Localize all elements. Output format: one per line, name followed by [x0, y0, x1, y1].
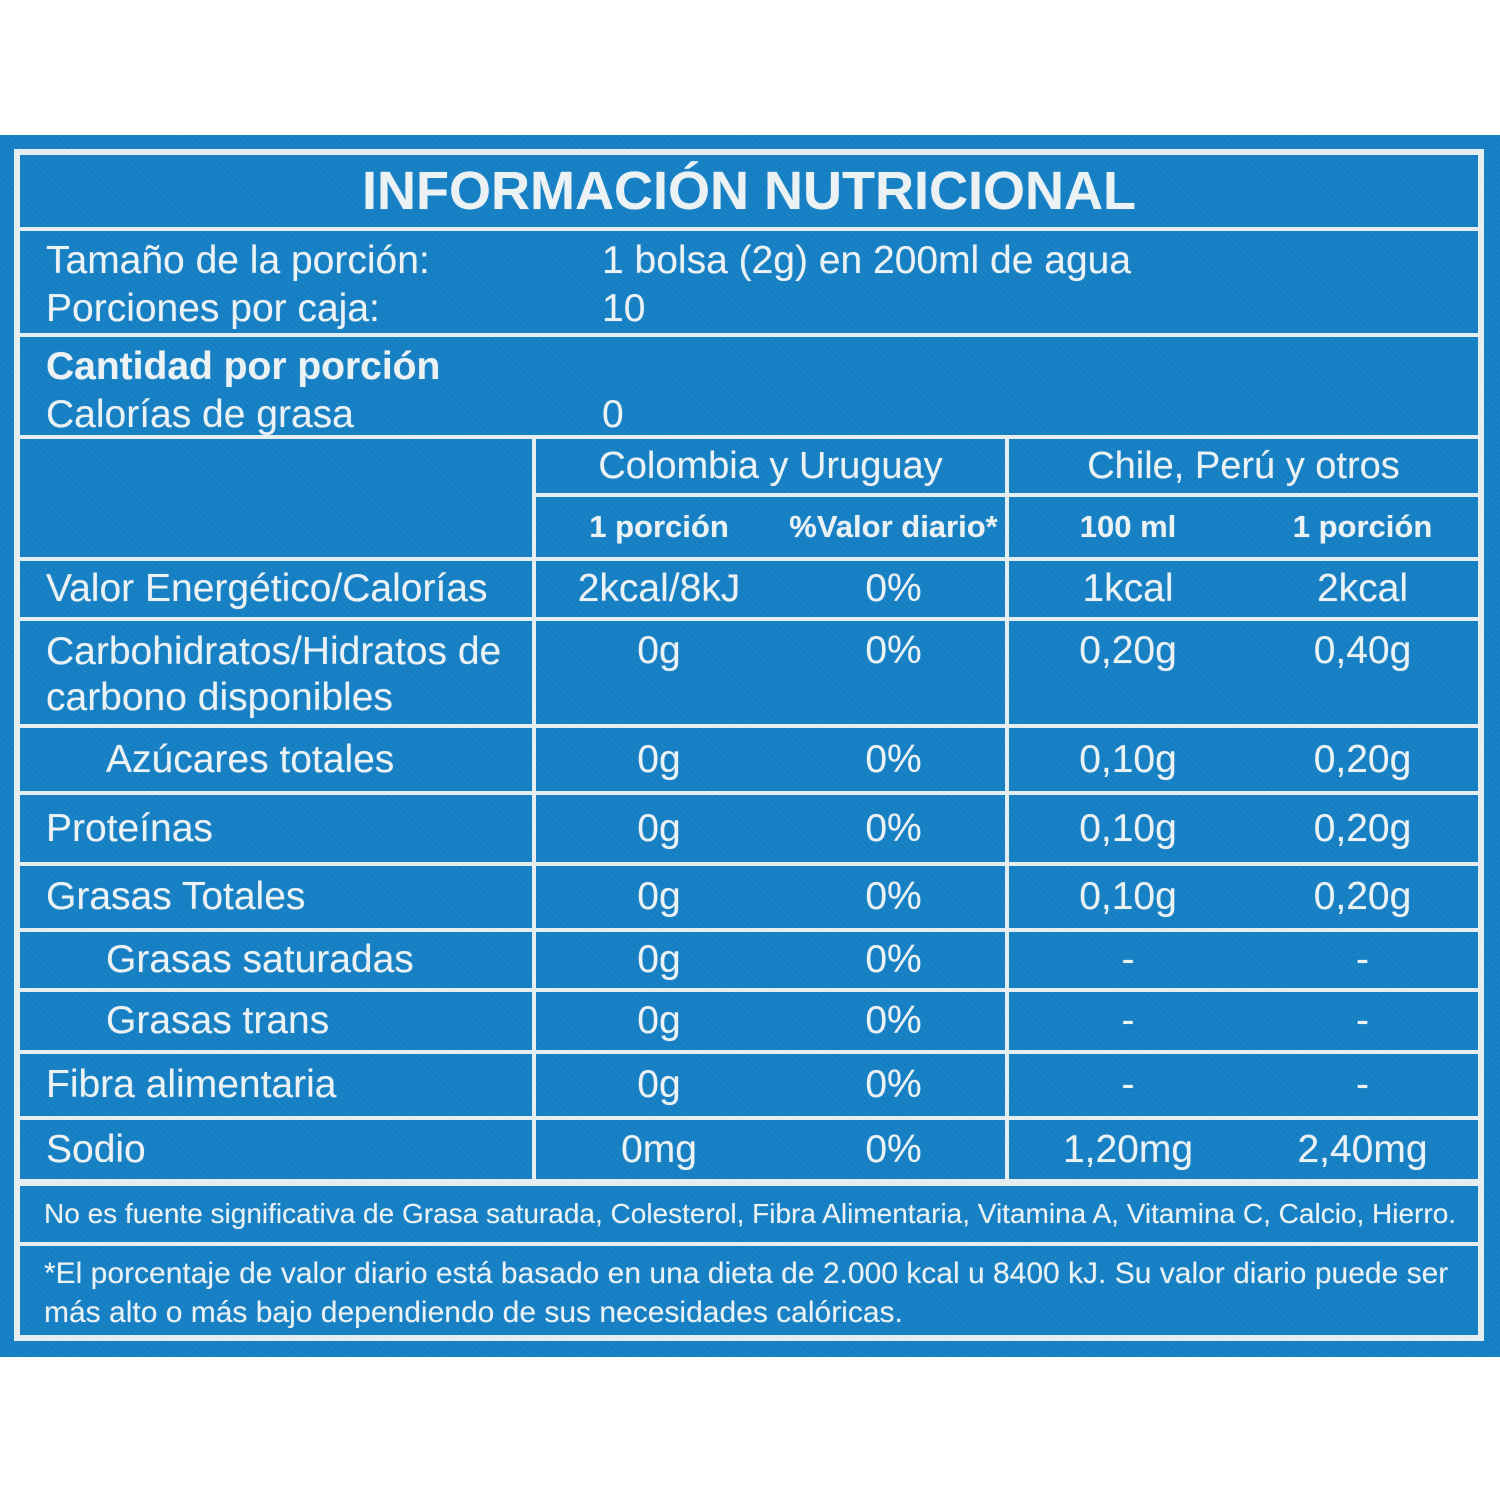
serving-size-value: 1 bolsa (2g) en 200ml de agua — [602, 239, 1132, 282]
value-daily: 0% — [865, 629, 922, 672]
value-daily: 0% — [865, 567, 922, 610]
footnote-not-significant: No es fuente significativa de Grasa satu… — [20, 1186, 1478, 1246]
nutrient-label: Grasas Totales — [46, 875, 306, 918]
nutrient-row-carbohidratos: Carbohidratos/Hidratos de carbono dispon… — [20, 621, 1478, 728]
column-header-100ml: 100 ml — [1005, 497, 1247, 557]
value-portion-cl: - — [1356, 938, 1369, 981]
nutrient-label: Valor Energético/Calorías — [46, 567, 488, 610]
nutrition-label-panel: INFORMACIÓN NUTRICIONAL Tamaño de la por… — [0, 135, 1500, 1357]
nutrient-row-grasas-totales: Grasas Totales 0g 0% 0,10g 0,20g — [20, 866, 1478, 932]
value-daily: 0% — [865, 999, 922, 1042]
value-portion-cl: - — [1356, 999, 1369, 1042]
nutrient-label: Grasas trans — [106, 999, 330, 1042]
value-portion-cu: 0g — [532, 1054, 782, 1116]
label-title: INFORMACIÓN NUTRICIONAL — [362, 161, 1136, 221]
value-portion-cu: 0g — [532, 621, 782, 724]
value-portion-cu: 0mg — [532, 1120, 782, 1179]
value-100ml: - — [1005, 992, 1247, 1050]
column-header-portion-cu: 1 porción — [532, 497, 782, 557]
value-daily: 0% — [865, 806, 922, 850]
value-portion-cu: 0g — [532, 728, 782, 791]
value-100ml: 1kcal — [1005, 561, 1247, 617]
value-100ml: 0,10g — [1005, 866, 1247, 928]
nutrient-row-energia: Valor Energético/Calorías 2kcal/8kJ 0% 1… — [20, 561, 1478, 621]
value-100ml: - — [1005, 1054, 1247, 1116]
value-100ml: 1,20mg — [1005, 1120, 1247, 1179]
nutrient-label: Azúcares totales — [106, 737, 395, 781]
value-portion-cl: 0,40g — [1313, 629, 1412, 672]
value-portion-cu: 0g — [532, 866, 782, 928]
value-100ml: 0,10g — [1005, 795, 1247, 862]
nutrient-label: Proteínas — [46, 806, 213, 850]
value-daily: 0% — [865, 938, 922, 981]
column-header-daily-value: %Valor diario* — [789, 509, 998, 544]
value-daily: 0% — [865, 875, 922, 918]
value-100ml: 0,20g — [1005, 621, 1247, 724]
nutrient-label: Grasas saturadas — [106, 938, 414, 981]
value-portion-cu: 0g — [532, 992, 782, 1050]
value-portion-cl: 0,20g — [1313, 737, 1412, 781]
value-portion-cu: 2kcal/8kJ — [532, 561, 782, 617]
nutrient-row-azucares: Azúcares totales 0g 0% 0,10g 0,20g — [20, 728, 1478, 795]
fat-calories-value: 0 — [602, 393, 624, 436]
value-100ml: - — [1005, 932, 1247, 988]
serving-size-label: Tamaño de la porción: — [46, 239, 430, 282]
value-portion-cl: 0,20g — [1313, 806, 1412, 850]
region-colombia-uruguay: Colombia y Uruguay — [532, 439, 1005, 497]
nutrient-label: Fibra alimentaria — [46, 1063, 337, 1106]
servings-per-box-value: 10 — [602, 287, 646, 330]
value-portion-cu: 0g — [532, 932, 782, 988]
amount-per-serving-heading: Cantidad por porción — [46, 345, 441, 388]
label-title-row: INFORMACIÓN NUTRICIONAL — [20, 155, 1478, 231]
value-daily: 0% — [865, 737, 922, 781]
fat-calories-label: Calorías de grasa — [46, 393, 354, 436]
footnote-daily-value: *El porcentaje de valor diario está basa… — [44, 1257, 1449, 1329]
nutrient-row-proteinas: Proteínas 0g 0% 0,10g 0,20g — [20, 795, 1478, 866]
nutrient-row-sodio: Sodio 0mg 0% 1,20mg 2,40mg — [20, 1120, 1478, 1186]
value-portion-cl: 0,20g — [1313, 875, 1412, 918]
nutrient-row-fibra: Fibra alimentaria 0g 0% - - — [20, 1054, 1478, 1120]
value-daily: 0% — [865, 1127, 922, 1171]
servings-per-box-label: Porciones por caja: — [46, 287, 380, 330]
value-portion-cu: 0g — [532, 795, 782, 862]
region-chile-peru: Chile, Perú y otros — [1005, 439, 1478, 497]
value-portion-cl: 2,40mg — [1297, 1127, 1428, 1171]
nutrient-label: Carbohidratos/Hidratos de carbono dispon… — [46, 630, 502, 719]
region-header-row: Colombia y Uruguay Chile, Perú y otros — [20, 439, 1478, 497]
column-header-spacer — [20, 497, 532, 557]
column-header-portion-cl: 1 porción — [1292, 509, 1433, 544]
value-portion-cl: - — [1356, 1063, 1369, 1106]
nutrient-label: Sodio — [46, 1127, 146, 1171]
nutrient-row-grasas-saturadas: Grasas saturadas 0g 0% - - — [20, 932, 1478, 992]
label-frame: INFORMACIÓN NUTRICIONAL Tamaño de la por… — [14, 149, 1484, 1341]
value-100ml: 0,10g — [1005, 728, 1247, 791]
region-header-spacer — [20, 439, 532, 497]
amount-per-serving-section: Cantidad por porción Calorías de grasa 0 — [20, 337, 1478, 439]
serving-section: Tamaño de la porción: 1 bolsa (2g) en 20… — [20, 231, 1478, 337]
nutrient-row-grasas-trans: Grasas trans 0g 0% - - — [20, 992, 1478, 1054]
value-daily: 0% — [865, 1063, 922, 1106]
value-portion-cl: 2kcal — [1316, 567, 1409, 610]
column-header-row: 1 porción %Valor diario* 100 ml 1 porció… — [20, 497, 1478, 561]
